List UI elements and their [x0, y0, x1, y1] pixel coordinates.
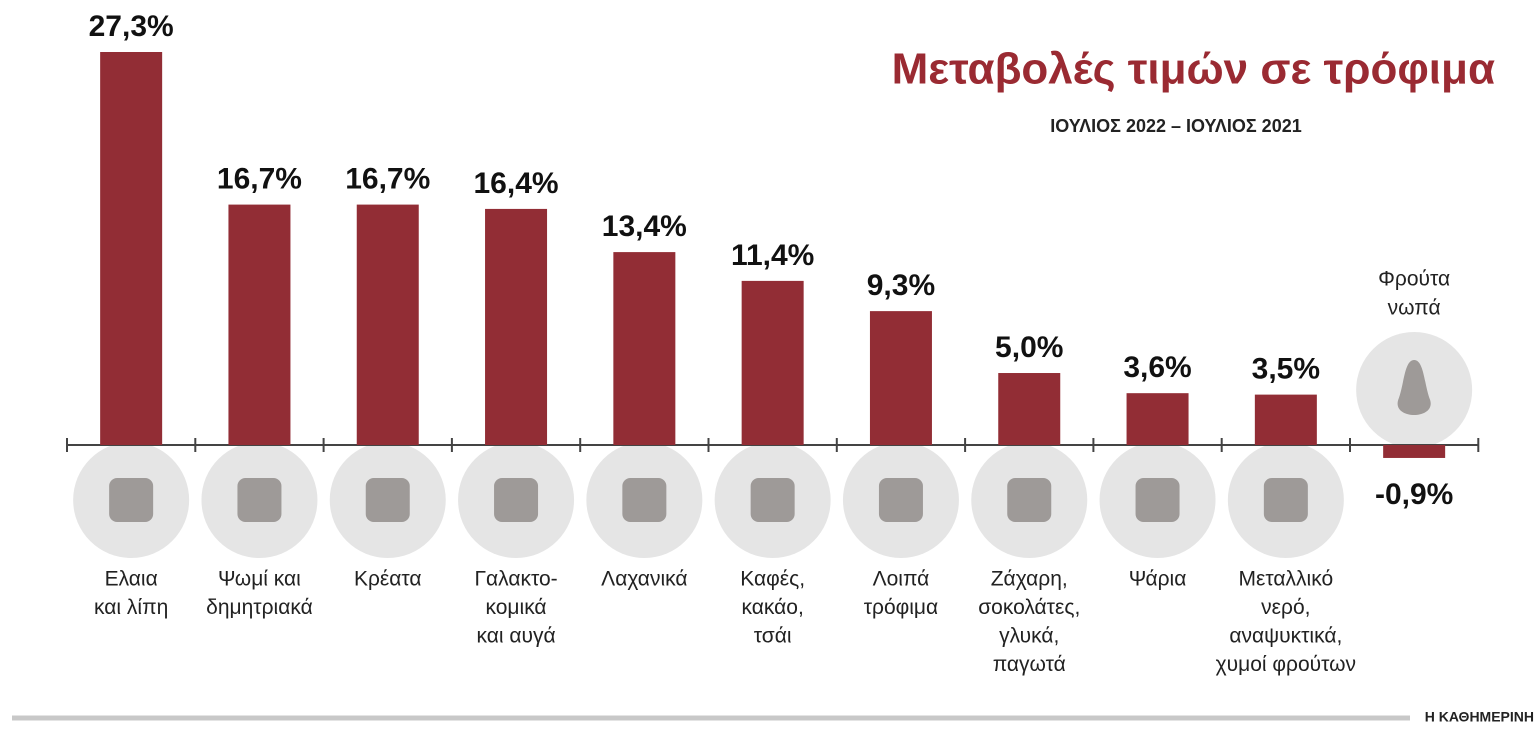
category-label: αναψυκτικά, — [1229, 625, 1342, 648]
category-label: σοκολάτες, — [978, 596, 1080, 619]
category-label: δημητριακά — [206, 596, 313, 619]
value-label: 13,4% — [602, 210, 687, 243]
category-label: νερό, — [1261, 596, 1310, 619]
category-label: κακάο, — [742, 596, 804, 619]
category-label: κομικά — [486, 596, 547, 619]
value-label: 16,7% — [217, 163, 302, 196]
icon — [1135, 478, 1180, 522]
category-label: Λοιπά — [873, 568, 930, 591]
value-label: -0,9% — [1375, 478, 1453, 511]
value-label: 3,6% — [1123, 351, 1191, 384]
category-label: Λαχανικά — [601, 568, 687, 591]
value-label: 16,7% — [345, 163, 430, 196]
icon — [622, 478, 667, 522]
bar — [1254, 394, 1317, 445]
bar — [228, 204, 291, 445]
bar — [356, 204, 419, 445]
icon — [878, 478, 923, 522]
bar — [613, 252, 676, 445]
icon — [750, 478, 795, 522]
category-label: Ζάχαρη, — [991, 568, 1068, 591]
category-label: τρόφιμα — [864, 596, 938, 619]
bar — [100, 52, 163, 445]
category-label: νωπά — [1388, 297, 1441, 320]
icon — [494, 478, 539, 522]
bar — [1126, 393, 1189, 445]
chart-title: Μεταβολές τιμών σε τρόφιμα — [892, 45, 1495, 94]
value-label: 5,0% — [995, 331, 1063, 364]
value-label: 16,4% — [474, 167, 559, 200]
chart-subtitle: ΙΟΥΛΙΟΣ 2022 – ΙΟΥΛΙΟΣ 2021 — [1050, 116, 1301, 136]
value-label: 11,4% — [731, 239, 814, 272]
icon — [1007, 478, 1052, 522]
icon — [365, 478, 410, 522]
category-label: και λίπη — [94, 596, 168, 619]
icon — [109, 478, 154, 522]
category-label: Κρέατα — [354, 568, 422, 591]
value-label: 3,5% — [1252, 353, 1320, 386]
category-label: Καφές, — [740, 568, 805, 591]
category-label: παγωτά — [993, 653, 1066, 676]
bar — [998, 373, 1061, 445]
category-label: και αυγά — [476, 625, 555, 648]
icon — [1397, 360, 1431, 415]
category-label: Ελαια — [105, 568, 158, 591]
category-label: Μεταλλικό — [1239, 568, 1334, 591]
icon — [1263, 478, 1308, 522]
category-label: γλυκά, — [999, 625, 1059, 648]
category-label: τσάι — [754, 625, 792, 648]
bar — [869, 311, 932, 445]
source: Η ΚΑΘΗΜΕΡΙΝΗ — [1425, 709, 1534, 725]
icon — [237, 478, 282, 522]
value-label: 27,3% — [89, 10, 174, 43]
category-label: Γαλακτο- — [474, 568, 557, 591]
category-label: χυμοί φρούτων — [1216, 653, 1356, 676]
category-label: Φρούτα — [1378, 268, 1450, 291]
bar — [741, 280, 804, 445]
bar — [1383, 445, 1446, 458]
category-label: Ψάρια — [1129, 568, 1187, 591]
category-label: Ψωμί και — [218, 568, 301, 591]
value-label: 9,3% — [867, 269, 935, 302]
bar — [485, 208, 548, 445]
